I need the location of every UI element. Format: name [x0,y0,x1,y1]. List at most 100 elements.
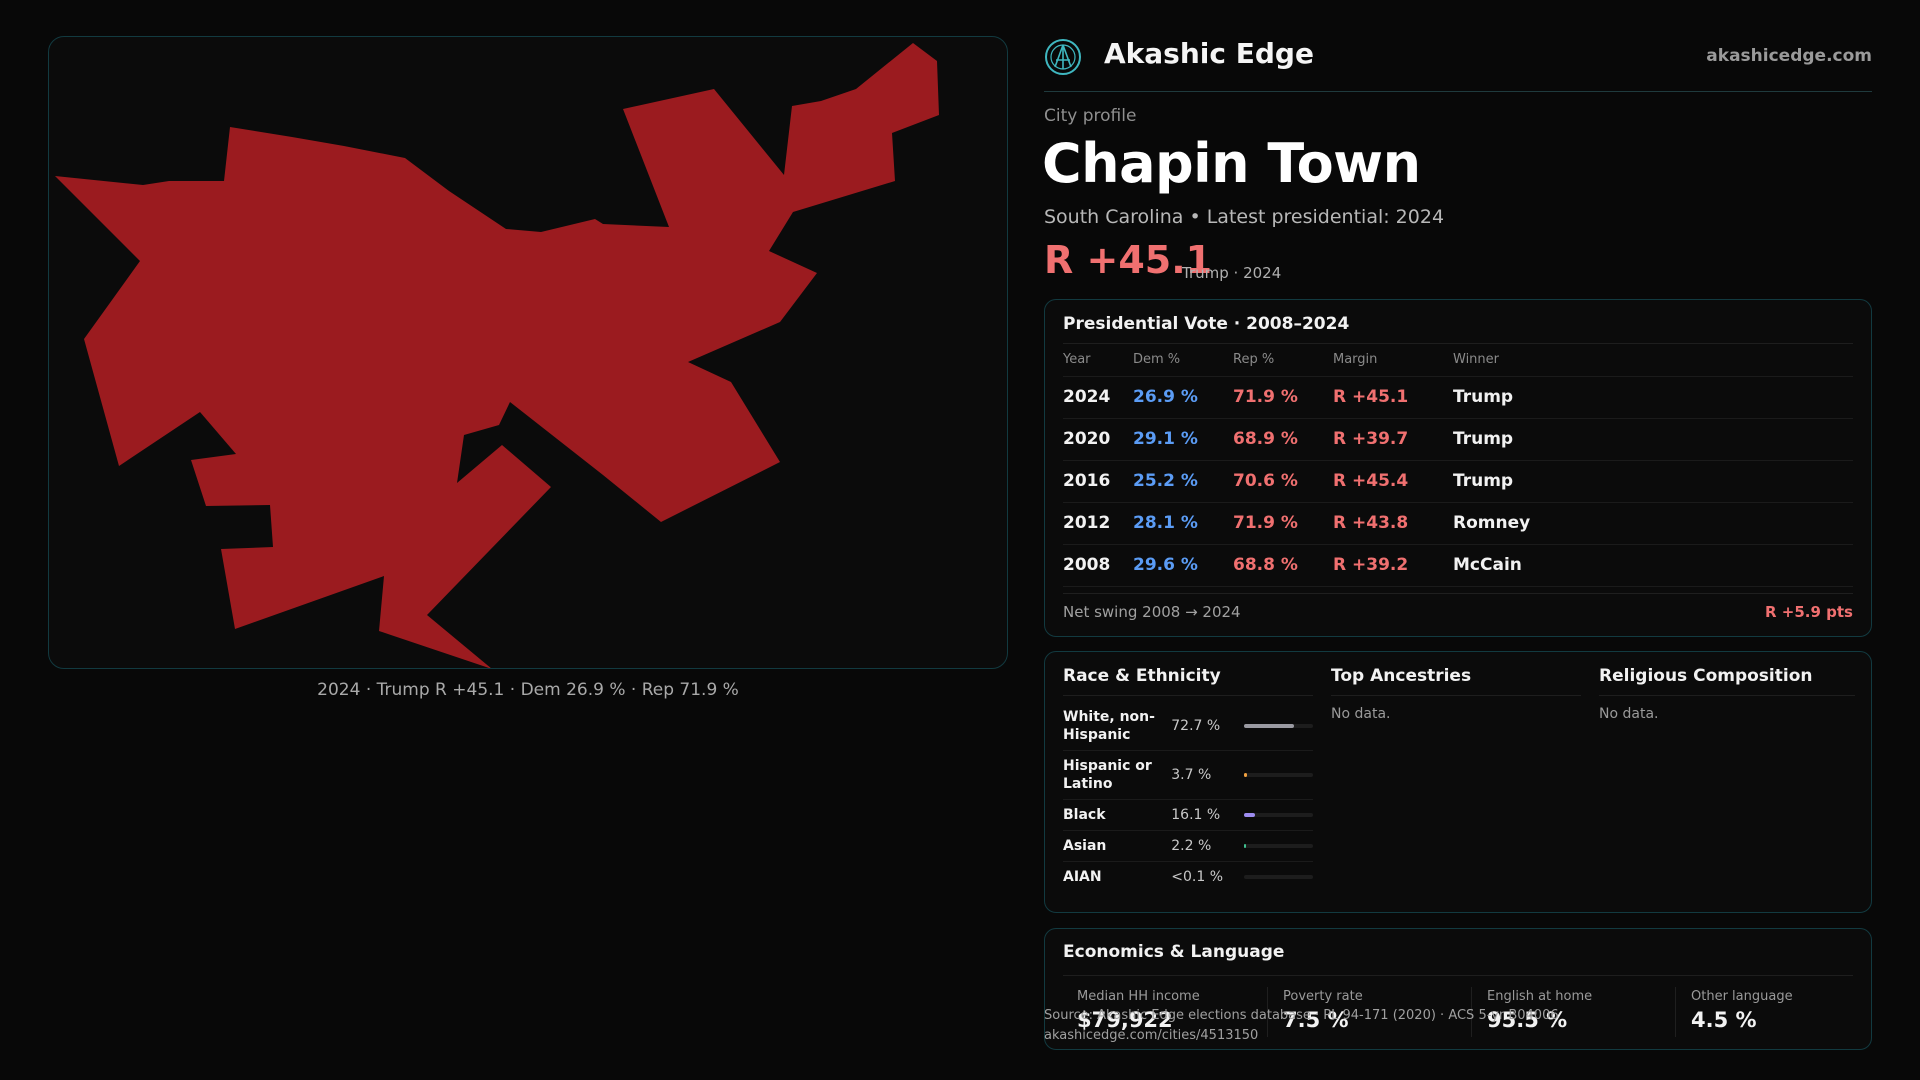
profile-kicker: City profile [1044,106,1137,126]
footer: Source: Akashic Edge elections database … [1044,1006,1559,1046]
metric-label: Poverty rate [1283,989,1363,1004]
cell-winner: Trump [1453,460,1853,503]
net-swing-row: Net swing 2008 → 2024 R +5.9 pts [1063,593,1853,629]
race-label: Hispanic or Latino [1063,758,1152,792]
profile-subtitle: South Carolina • Latest presidential: 20… [1044,206,1445,228]
cell-margin: R +39.2 [1333,544,1453,587]
religion-section: Religious Composition No data. [1599,666,1855,722]
table-row: 2012 28.1 % 71.9 % R +43.8 Romney [1063,502,1853,545]
list-item: White, non-Hispanic 72.7 % [1063,702,1313,751]
headline-margin-note: Trump · 2024 [1182,264,1282,282]
cell-winner: Trump [1453,418,1853,461]
cell-rep: 71.9 % [1233,502,1333,545]
col-header-rep: Rep % [1233,344,1333,377]
map-panel [48,36,1008,669]
cell-margin: R +43.8 [1333,502,1453,545]
race-ethnicity-section: Race & Ethnicity White, non-Hispanic 72.… [1063,666,1313,892]
divider [1063,975,1853,976]
race-pct: 3.7 % [1171,767,1212,783]
net-swing-value: R +5.9 pts [1765,602,1853,621]
cell-year: 2024 [1063,376,1133,419]
presidential-vote-table: Year Dem % Rep % Margin Winner 2024 26.9… [1063,344,1853,587]
metric-label: Other language [1691,989,1793,1004]
cell-year: 2008 [1063,544,1133,587]
metric-other-language: Other language 4.5 % [1691,989,1793,1041]
cell-margin: R +45.1 [1333,376,1453,419]
race-pct: 72.7 % [1171,718,1221,734]
race-label: White, non-Hispanic [1063,709,1155,743]
metric-value: 4.5 % [1691,1008,1757,1032]
ancestries-empty: No data. [1331,706,1391,722]
headline-margin: R +45.1 [1044,238,1213,282]
akashic-edge-logo-icon[interactable] [1044,38,1082,76]
col-header-dem: Dem % [1133,344,1233,377]
cell-rep: 68.8 % [1233,544,1333,587]
race-pct: 2.2 % [1171,838,1212,854]
cell-dem: 28.1 % [1133,502,1233,545]
cell-dem: 29.6 % [1133,544,1233,587]
brand-name[interactable]: Akashic Edge [1104,37,1314,70]
cell-year: 2012 [1063,502,1133,545]
race-bar-fill [1244,844,1247,848]
race-label: Black [1063,807,1106,823]
metric-label: English at home [1487,989,1593,1004]
divider [1471,987,1472,1037]
demographics-card: Race & Ethnicity White, non-Hispanic 72.… [1044,651,1872,913]
cell-margin: R +45.4 [1333,460,1453,503]
cell-winner: Romney [1453,502,1853,545]
metric-value: 95.5 % [1487,1008,1568,1032]
race-pct: 16.1 % [1171,807,1221,823]
cell-year: 2016 [1063,460,1133,503]
race-bar [1244,724,1313,728]
list-item: Black 16.1 % [1063,800,1313,831]
divider [1267,987,1268,1037]
source-note: Source: Akashic Edge elections database … [1044,1008,1559,1023]
table-header-row: Year Dem % Rep % Margin Winner [1063,344,1853,377]
race-bar [1244,773,1313,777]
brand-url-link[interactable]: akashicedge.com [1706,46,1872,66]
cell-margin: R +39.7 [1333,418,1453,461]
table-row: 2020 29.1 % 68.9 % R +39.7 Trump [1063,418,1853,461]
metric-value: 7.5 % [1283,1008,1349,1032]
metric-poverty-rate: Poverty rate 7.5 % [1283,989,1363,1041]
metric-label: Median HH income [1077,989,1200,1004]
col-header-winner: Winner [1453,344,1853,377]
presidential-vote-card: Presidential Vote · 2008–2024 Year Dem %… [1044,299,1872,637]
col-header-year: Year [1063,344,1133,377]
list-item: AIAN <0.1 % [1063,862,1313,892]
cell-dem: 26.9 % [1133,376,1233,419]
metric-value: $79,922 [1077,1008,1173,1032]
cell-dem: 29.1 % [1133,418,1233,461]
cell-winner: McCain [1453,544,1853,587]
table-row: 2024 26.9 % 71.9 % R +45.1 Trump [1063,376,1853,419]
economics-title: Economics & Language [1063,942,1285,962]
col-header-margin: Margin [1333,344,1453,377]
metric-median-income: Median HH income $79,922 [1077,989,1200,1041]
race-bar [1244,813,1313,817]
city-boundary-map[interactable] [49,37,1008,669]
list-item: Hispanic or Latino 3.7 % [1063,751,1313,800]
race-bar [1244,844,1313,848]
ancestries-section: Top Ancestries No data. [1331,666,1581,722]
page-title: Chapin Town [1042,132,1421,195]
table-row: 2016 25.2 % 70.6 % R +45.4 Trump [1063,460,1853,503]
presidential-vote-title: Presidential Vote · 2008–2024 [1063,314,1853,344]
cell-dem: 25.2 % [1133,460,1233,503]
cell-rep: 68.9 % [1233,418,1333,461]
race-bar-fill [1244,724,1295,728]
cell-rep: 71.9 % [1233,376,1333,419]
map-caption: 2024 · Trump R +45.1 · Dem 26.9 % · Rep … [317,680,739,700]
metric-english-at-home: English at home 95.5 % [1487,989,1592,1041]
race-ethnicity-title: Race & Ethnicity [1063,666,1313,696]
city-boundary-shape[interactable] [55,43,939,669]
city-permalink[interactable]: akashicedge.com/cities/4513150 [1044,1028,1259,1043]
economics-card: Economics & Language Median HH income $7… [1044,928,1872,1050]
table-row: 2008 29.6 % 68.8 % R +39.2 McCain [1063,544,1853,587]
brand-header: Akashic Edge akashicedge.com [1044,36,1872,92]
race-bar-fill [1244,813,1256,817]
cell-rep: 70.6 % [1233,460,1333,503]
net-swing-label: Net swing 2008 → 2024 [1063,602,1241,621]
race-pct: <0.1 % [1171,869,1224,885]
religion-empty: No data. [1599,706,1659,722]
religion-title: Religious Composition [1599,666,1855,696]
